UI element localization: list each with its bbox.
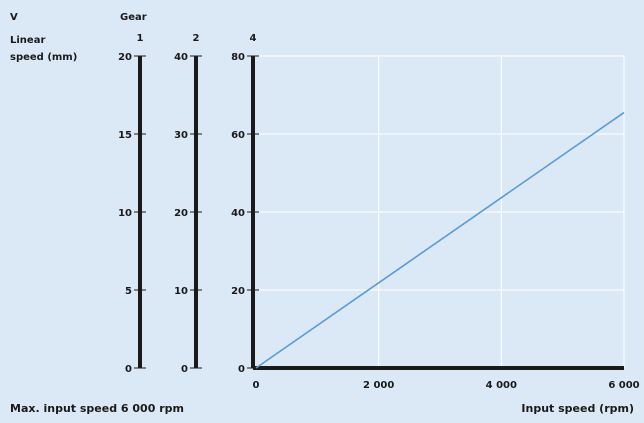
x-tick-label: 0 <box>253 380 260 391</box>
series-line <box>255 111 625 369</box>
gear-1-tick-label: 10 <box>118 208 132 219</box>
x-axis-title: Input speed (rpm) <box>521 402 634 415</box>
gear-2-tick-label: 30 <box>174 130 188 141</box>
v-label: V <box>10 12 18 23</box>
x-tick-label: 4 000 <box>486 380 517 391</box>
gear-4-tick-label: 0 <box>238 364 245 375</box>
gear-2-tick-label: 0 <box>181 364 188 375</box>
x-tick-label: 2 000 <box>363 380 394 391</box>
gear-4-label: 4 <box>250 33 257 44</box>
gear-2-tick-label: 40 <box>174 52 188 63</box>
gear-1-tick-label: 20 <box>118 52 132 63</box>
max-input-label: Max. input speed 6 000 rpm <box>10 402 184 415</box>
gear-label: Gear <box>120 12 147 23</box>
gear-2-label: 2 <box>193 33 200 44</box>
gear-4-tick-label: 40 <box>231 208 245 219</box>
gear-1-tick-label: 5 <box>125 286 132 297</box>
gear-2-tick-label: 10 <box>174 286 188 297</box>
speed-mm-label: speed (mm) <box>10 52 77 63</box>
grid <box>256 55 625 368</box>
x-tick-label: 6 000 <box>608 380 639 391</box>
gear-1-label: 1 <box>137 33 144 44</box>
gear-1-tick-label: 0 <box>125 364 132 375</box>
gear-1-tick-label: 15 <box>118 130 132 141</box>
gear-4-tick-label: 60 <box>231 130 245 141</box>
x-axis: 0 2 000 4 000 6 000 <box>253 366 640 391</box>
gear-4-tick-label: 80 <box>231 52 245 63</box>
gear-2-tick-label: 20 <box>174 208 188 219</box>
linear-label: Linear <box>10 35 45 46</box>
series <box>255 111 625 369</box>
gear-4-tick-label: 20 <box>231 286 245 297</box>
